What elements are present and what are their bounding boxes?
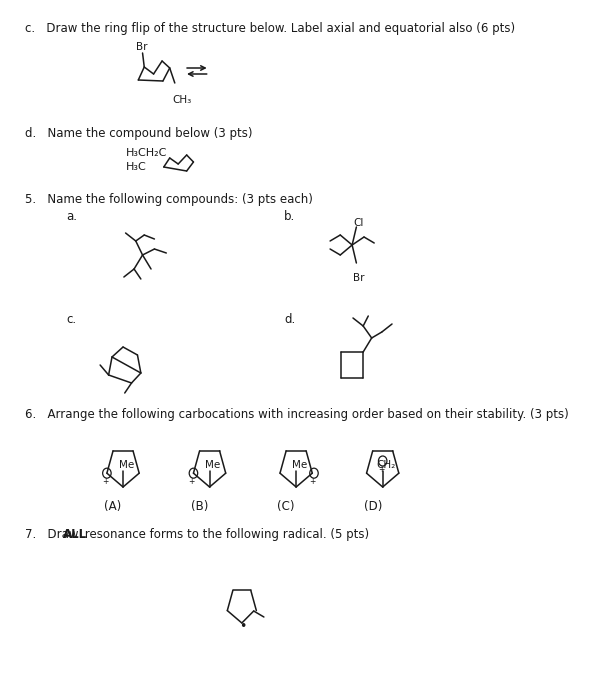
Text: resonance forms to the following radical. (5 pts): resonance forms to the following radical… <box>81 528 370 541</box>
Text: a.: a. <box>66 210 77 223</box>
Text: d.: d. <box>284 313 296 326</box>
Text: +: + <box>309 477 315 486</box>
Text: Me: Me <box>119 460 134 470</box>
Text: CH₂: CH₂ <box>376 460 395 470</box>
Text: Br: Br <box>136 42 147 52</box>
Text: c.: c. <box>66 313 76 326</box>
Text: CH₃: CH₃ <box>172 95 192 105</box>
Text: (A): (A) <box>105 500 122 513</box>
Text: c.   Draw the ring flip of the structure below. Label axial and equatorial also : c. Draw the ring flip of the structure b… <box>26 22 515 35</box>
Text: 6.   Arrange the following carbocations with increasing order based on their sta: 6. Arrange the following carbocations wi… <box>26 408 569 421</box>
Text: d.   Name the compound below (3 pts): d. Name the compound below (3 pts) <box>26 127 253 140</box>
Text: b.: b. <box>284 210 296 223</box>
Text: Me: Me <box>206 460 220 470</box>
Text: +: + <box>188 477 195 486</box>
Text: (C): (C) <box>277 500 295 513</box>
Text: Me: Me <box>292 460 307 470</box>
Text: Br: Br <box>353 273 365 283</box>
Text: •: • <box>239 620 247 633</box>
Text: H₃CH₂C: H₃CH₂C <box>125 148 167 158</box>
Text: H₃C: H₃C <box>125 162 146 172</box>
Text: 7.   Draw: 7. Draw <box>26 528 83 541</box>
Text: Cl: Cl <box>353 218 364 228</box>
Text: +: + <box>378 465 384 474</box>
Text: (B): (B) <box>191 500 208 513</box>
Text: (D): (D) <box>364 500 382 513</box>
Text: ALL: ALL <box>63 528 87 541</box>
Text: 5.   Name the following compounds: (3 pts each): 5. Name the following compounds: (3 pts … <box>26 193 313 206</box>
Text: +: + <box>102 477 108 486</box>
